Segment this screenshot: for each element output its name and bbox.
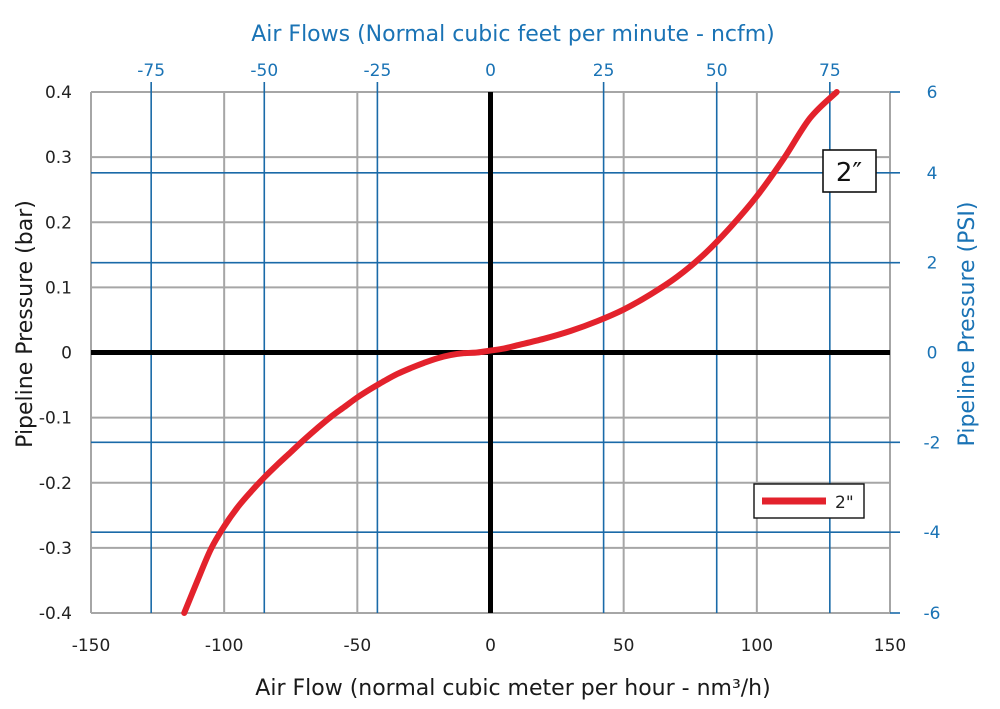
y2-tick-label: -2 [924, 433, 941, 453]
x-axis-bottom-title: Air Flow (normal cubic meter per hour - … [255, 676, 770, 701]
series-line [181, 89, 840, 616]
x-tick-label: 150 [874, 636, 906, 656]
callout-box [822, 149, 877, 193]
callout-label: 2″ [836, 158, 863, 188]
y-tick-label: -0.2 [39, 474, 72, 494]
y-axis-left-ticks: -0.4 -0.3 -0.2 -0.1 0 0.1 0.2 0.3 0.4 [39, 83, 72, 624]
x-tick-label: 50 [613, 636, 635, 656]
x-axis-top-ticks: -75 -50 -25 0 25 50 75 [137, 61, 840, 81]
legend-label: 2" [835, 493, 854, 513]
y2-tick-label: 6 [927, 83, 938, 103]
y-tick-label: -0.1 [39, 409, 72, 429]
y-axis-right-ticks: -6 -4 -2 0 2 4 6 [924, 83, 941, 624]
x2-tick-label: 50 [706, 61, 728, 81]
y2-tick-label: -4 [924, 523, 941, 543]
x-axis-top-title: Air Flows (Normal cubic feet per minute … [251, 22, 775, 47]
x-tick-label: 100 [741, 636, 773, 656]
y-tick-label: 0.3 [45, 148, 72, 168]
y-tick-label: 0.2 [45, 213, 72, 233]
y2-tick-label: 0 [927, 344, 938, 364]
y2-tick-label: 4 [927, 164, 938, 184]
x-axis-bottom-ticks: -150 -100 -50 0 50 100 150 [72, 636, 907, 656]
y-tick-label: 0.1 [45, 278, 72, 298]
grid-secondary [91, 82, 900, 614]
x-tick-label: -150 [72, 636, 111, 656]
series-layer [181, 89, 840, 616]
y-tick-label: 0.4 [45, 83, 72, 103]
y-tick-label: 0 [61, 344, 72, 364]
x2-tick-label: -50 [250, 61, 278, 81]
y-axis-left-title: Pipeline Pressure (bar) [13, 200, 38, 448]
x-tick-label: -50 [343, 636, 371, 656]
y-tick-label: -0.3 [39, 539, 72, 559]
y-axis-right-title: Pipeline Pressure (PSI) [955, 202, 980, 447]
x2-tick-label: -25 [364, 61, 392, 81]
x-tick-label: -100 [205, 636, 244, 656]
x2-tick-label: -75 [137, 61, 165, 81]
x2-tick-label: 25 [593, 61, 615, 81]
y-tick-label: -0.4 [39, 604, 72, 624]
y2-tick-label: 2 [927, 254, 938, 274]
y2-tick-label: -6 [924, 604, 941, 624]
x2-tick-label: 75 [819, 61, 841, 81]
x2-tick-label: 0 [485, 61, 496, 81]
series-callout: 2″ [822, 149, 877, 193]
legend: 2" [753, 483, 865, 519]
x-tick-label: 0 [485, 636, 496, 656]
